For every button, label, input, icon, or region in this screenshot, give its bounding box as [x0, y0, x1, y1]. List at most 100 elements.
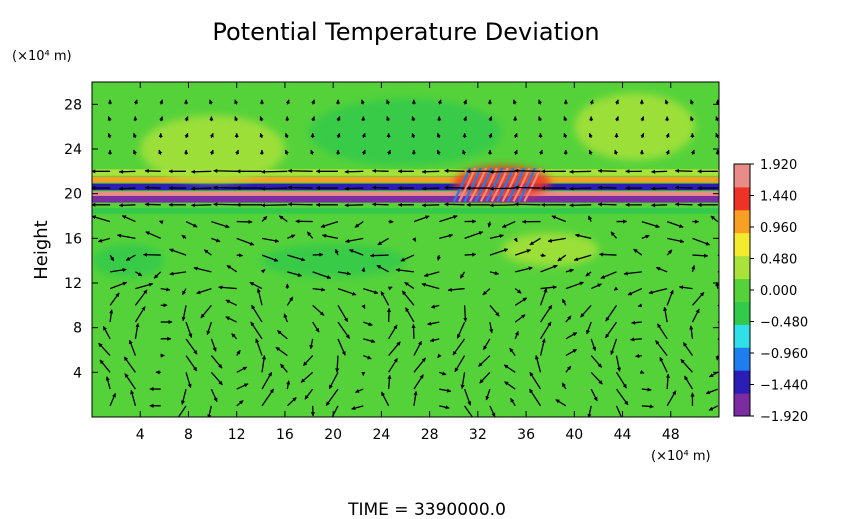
wind-vector: [203, 249, 212, 256]
wind-vector: [504, 381, 516, 390]
wind-vector: [213, 202, 237, 207]
wind-vector: [260, 268, 266, 274]
wind-vector: [92, 215, 111, 223]
wind-vector: [666, 249, 673, 256]
wind-vector: [133, 99, 138, 105]
wind-vector: [717, 321, 719, 324]
wind-vector: [665, 373, 671, 390]
wind-vector: [590, 388, 598, 402]
wind-vector: [613, 286, 619, 291]
colorbar-segment: [734, 370, 750, 394]
wind-vector: [388, 324, 398, 340]
wind-vector: [691, 291, 705, 306]
y-axis-label: Height: [31, 220, 52, 280]
wind-vector: [464, 252, 477, 257]
wind-vector: [158, 149, 163, 155]
wind-vector: [489, 271, 500, 276]
wind-vector: [361, 149, 366, 155]
wind-vector: [286, 296, 294, 306]
wind-vector: [514, 185, 541, 190]
wind-vector: [344, 203, 364, 208]
wind-vector: [489, 234, 504, 239]
wind-vector: [311, 116, 315, 122]
colorbar-segment: [734, 347, 750, 371]
wind-vector: [260, 169, 288, 174]
wind-vector: [539, 288, 548, 306]
wind-vector: [538, 116, 543, 122]
y-tick-label: 24: [64, 142, 82, 158]
wind-vector: [196, 287, 212, 295]
wind-vector: [597, 202, 617, 207]
wind-vector: [678, 285, 693, 290]
wind-vector: [555, 399, 567, 407]
wave-stroke-13: [523, 167, 542, 202]
wind-vector: [485, 388, 491, 401]
wind-vector: [514, 314, 526, 323]
wind-vector: [309, 338, 314, 350]
wind-vector: [413, 374, 424, 390]
wind-vector: [287, 234, 296, 239]
wind-vector: [674, 168, 693, 173]
wind-vector: [439, 388, 452, 393]
wind-vector: [600, 271, 617, 279]
wind-vector: [421, 169, 440, 174]
wind-vector: [674, 185, 693, 190]
wind-vector: [236, 383, 249, 390]
wind-vector: [561, 382, 567, 390]
wind-vector: [349, 249, 364, 256]
wind-vector: [236, 349, 241, 356]
wind-vector: [325, 388, 339, 406]
wind-vector: [251, 304, 263, 323]
wind-vector: [655, 340, 668, 356]
wind-vector: [641, 387, 652, 392]
colorbar-tick-label: 1.920: [760, 158, 797, 173]
wind-vector: [210, 355, 223, 369]
wind-vector: [334, 248, 339, 256]
wind-vector: [411, 132, 416, 139]
wind-vector: [130, 389, 137, 407]
wind-vector: [124, 373, 136, 390]
wind-vector: [667, 237, 685, 244]
colorbar-tick-label: 1.440: [760, 190, 797, 205]
wind-vector: [336, 116, 341, 122]
wind-vector: [614, 116, 619, 122]
wind-vector: [159, 99, 164, 105]
x-tick-label: 20: [324, 427, 342, 443]
y-tick-label: 8: [73, 321, 82, 337]
wind-vector: [412, 237, 417, 242]
wind-vector: [641, 234, 650, 239]
wind-vector: [515, 266, 533, 273]
wind-vector: [715, 132, 719, 139]
wind-vector: [109, 393, 116, 407]
wind-vector: [588, 149, 593, 155]
wind-vector: [563, 132, 568, 139]
wind-vector: [690, 99, 695, 105]
colorbar: 1.920 1.440 0.960 0.480 0.000 −0.480 −0.960 −1.…: [733, 158, 808, 425]
wind-vector: [261, 355, 267, 373]
wind-vector: [590, 338, 597, 352]
colorbar-tick-label: 0.960: [760, 221, 797, 236]
wind-vector: [387, 374, 392, 390]
field-anomaly-3: [140, 115, 285, 183]
wind-vector: [529, 237, 541, 246]
wave-stroke-2: [463, 167, 482, 202]
wind-vector: [135, 282, 154, 290]
wind-vector: [444, 168, 465, 173]
wind-vector: [300, 371, 314, 383]
wind-vector: [464, 405, 474, 417]
wind-vector: [512, 99, 517, 105]
wind-vector: [337, 338, 346, 356]
wind-vector: [540, 253, 546, 258]
wind-vector: [386, 116, 391, 122]
wind-vector: [400, 254, 415, 262]
wind-vector: [665, 149, 670, 155]
y-unit-label: (×10⁴ m): [12, 49, 72, 64]
x-tick-label: 36: [517, 427, 535, 443]
colorbar-segment: [734, 278, 750, 302]
y-tick-label: 16: [64, 231, 82, 247]
wind-vector: [489, 203, 516, 208]
wind-vector: [193, 266, 212, 273]
wind-vector: [259, 116, 264, 122]
wind-vector: [691, 265, 696, 273]
wind-vector: [234, 99, 239, 105]
